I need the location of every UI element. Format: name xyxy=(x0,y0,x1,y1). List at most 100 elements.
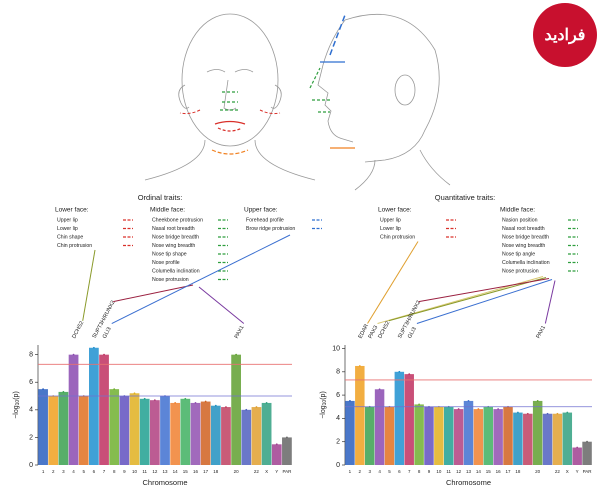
gene-label: GLI3 xyxy=(102,326,113,339)
chromosome-peak xyxy=(355,365,365,465)
chart-title: Ordinal traits: xyxy=(138,193,183,202)
trait-item: Nose bridge breadth xyxy=(152,234,199,240)
trait-group-title: Lower face: xyxy=(55,207,89,214)
gene-connector xyxy=(544,280,556,324)
peak-point xyxy=(566,411,569,414)
peak-point xyxy=(556,412,559,415)
peak-point xyxy=(467,400,470,402)
x-tick-label: Y xyxy=(576,469,579,474)
chromosome-peak xyxy=(282,437,292,465)
chromosome-peak xyxy=(424,406,434,465)
x-tick-label: 17 xyxy=(203,469,209,474)
face-front xyxy=(144,13,316,181)
x-tick-label: 12 xyxy=(152,469,158,474)
chromosome-peak xyxy=(160,396,170,465)
trait-item: Nose protrusion xyxy=(152,277,189,283)
x-tick-label: 6 xyxy=(398,469,401,474)
peak-point xyxy=(194,402,197,404)
x-tick-label: 3 xyxy=(62,469,65,474)
y-tick-label: 4 xyxy=(336,415,340,422)
x-tick-label: 9 xyxy=(428,469,431,474)
trait-item: Nasion position xyxy=(502,217,538,223)
trait-item: Nose bridge breadth xyxy=(502,234,549,240)
chromosome-peak xyxy=(523,413,533,465)
x-tick-label: 13 xyxy=(466,469,472,474)
y-tick-label: 10 xyxy=(332,345,340,352)
peak-point xyxy=(174,402,177,404)
trait-item: Nose wing breadth xyxy=(502,243,545,249)
peak-point xyxy=(398,370,401,373)
y-label-main: −log xyxy=(320,405,327,419)
peak-point xyxy=(349,400,351,402)
trait-item: Lower lip xyxy=(380,226,401,232)
x-tick-label: 12 xyxy=(456,469,462,474)
chromosome-peak xyxy=(404,374,414,465)
chromosome-peak xyxy=(364,406,375,465)
gene-label: PAX3 xyxy=(368,325,380,340)
x-tick-label: 11 xyxy=(446,469,451,474)
chromosome-peak xyxy=(200,401,211,465)
chromosome-peak xyxy=(170,402,181,465)
x-tick-label: 10 xyxy=(132,469,138,474)
peak-point xyxy=(576,446,579,449)
x-tick-label: 18 xyxy=(515,469,521,474)
watermark-text: فرادید xyxy=(545,27,586,45)
x-tick-label: 8 xyxy=(418,469,421,474)
trait-item: Lower lip xyxy=(57,226,78,232)
peak-point xyxy=(546,412,549,415)
gene-label: DCHS2 xyxy=(71,320,85,339)
y-axis-label: −log10(p) xyxy=(13,391,21,419)
gene-connector xyxy=(113,284,194,303)
x-tick-label: 6 xyxy=(93,469,96,474)
chromosome-peak xyxy=(453,409,464,465)
chromosome-peak xyxy=(231,354,241,465)
trait-item: Columella inclination xyxy=(152,268,200,274)
x-tick-label: 16 xyxy=(193,469,199,474)
chromosome-peak xyxy=(180,398,191,465)
x-tick-label: 22 xyxy=(254,469,260,474)
x-tick-label: 20 xyxy=(234,469,240,474)
peak-point xyxy=(275,443,278,446)
y-tick-label: 6 xyxy=(336,392,340,399)
trait-item: Cheekbone protrusion xyxy=(152,217,203,223)
peak-point xyxy=(133,392,136,395)
gene-connector xyxy=(367,241,419,324)
gene-connector xyxy=(111,234,291,324)
x-tick-label: 4 xyxy=(378,469,381,474)
chromosome-peak xyxy=(68,354,79,465)
chromosome-peak xyxy=(493,409,503,465)
trait-item: Chin protrusion xyxy=(57,243,92,249)
chromosome-peak xyxy=(483,406,494,465)
peak-point xyxy=(418,403,420,406)
y-tick-label: 8 xyxy=(29,351,33,358)
x-tick-label: 2 xyxy=(359,469,362,474)
trait-item: Upper lip xyxy=(57,217,78,223)
x-tick-label: 15 xyxy=(183,469,189,474)
peak-point xyxy=(62,390,65,393)
chromosome-peak xyxy=(562,412,573,465)
x-tick-label: 8 xyxy=(113,469,116,474)
peak-point xyxy=(517,411,519,414)
chromosome-peak xyxy=(374,389,385,465)
x-tick-label: 14 xyxy=(476,469,482,474)
chromosome-peak xyxy=(394,371,405,465)
peak-point xyxy=(265,402,268,404)
chromosome-peak xyxy=(251,407,262,465)
gene-label: GLI3 xyxy=(407,326,418,339)
y-axis-label: −log10(p) xyxy=(320,391,328,419)
peak-point xyxy=(143,397,146,400)
x-tick-label: 17 xyxy=(506,469,512,474)
chromosome-peak xyxy=(271,444,282,465)
x-tick-label: 13 xyxy=(162,469,168,474)
x-tick-label: 15 xyxy=(486,469,492,474)
peak-point xyxy=(477,408,480,410)
peak-point xyxy=(497,408,500,410)
y-tick-label: 2 xyxy=(29,434,33,441)
x-tick-label: Y xyxy=(275,469,278,474)
gene-connector xyxy=(388,277,547,322)
peak-point xyxy=(536,400,539,402)
peak-point xyxy=(235,353,238,356)
y-label-main: −log xyxy=(13,405,20,419)
chromosome-peak xyxy=(443,406,454,465)
